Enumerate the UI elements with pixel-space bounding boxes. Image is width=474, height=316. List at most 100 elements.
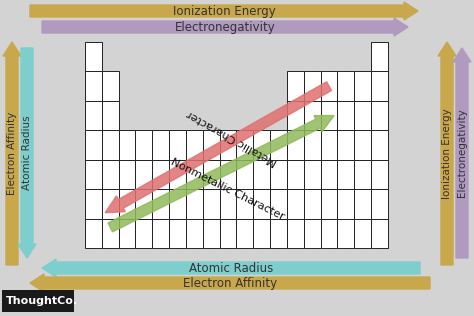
Bar <box>371 130 388 160</box>
Text: Electron Affinity: Electron Affinity <box>183 276 277 289</box>
Bar <box>152 130 169 160</box>
Bar <box>203 219 219 248</box>
Bar <box>304 219 321 248</box>
Text: Ionization Energy: Ionization Energy <box>173 4 275 17</box>
Bar <box>304 160 321 189</box>
FancyArrow shape <box>438 42 456 265</box>
Bar <box>169 189 186 219</box>
Bar <box>270 160 287 189</box>
Bar <box>270 130 287 160</box>
Bar <box>355 130 371 160</box>
FancyArrow shape <box>453 48 471 258</box>
Bar <box>355 219 371 248</box>
Bar <box>355 101 371 130</box>
Bar <box>337 130 355 160</box>
Bar <box>152 189 169 219</box>
FancyArrow shape <box>42 18 408 36</box>
FancyArrow shape <box>30 2 418 20</box>
FancyArrow shape <box>3 42 21 265</box>
Bar <box>118 189 136 219</box>
Bar <box>237 189 253 219</box>
Bar <box>270 219 287 248</box>
Bar <box>321 101 337 130</box>
Bar <box>152 219 169 248</box>
Bar <box>371 219 388 248</box>
Bar <box>85 130 102 160</box>
Bar <box>2 290 74 312</box>
FancyArrow shape <box>18 48 36 258</box>
Bar <box>85 189 102 219</box>
Bar <box>371 160 388 189</box>
Bar <box>203 130 219 160</box>
Bar <box>136 189 152 219</box>
Bar <box>186 219 203 248</box>
Bar <box>136 219 152 248</box>
Bar <box>102 160 118 189</box>
Bar <box>237 130 253 160</box>
Bar <box>304 101 321 130</box>
Bar <box>287 189 304 219</box>
Bar <box>186 189 203 219</box>
Bar <box>118 160 136 189</box>
Bar <box>337 71 355 101</box>
Text: Metallic Character: Metallic Character <box>185 108 279 167</box>
Bar <box>287 219 304 248</box>
Bar <box>102 130 118 160</box>
Bar <box>321 160 337 189</box>
Text: Electronegativity: Electronegativity <box>457 109 467 198</box>
Text: ThoughtCo.: ThoughtCo. <box>6 296 78 306</box>
Bar <box>102 219 118 248</box>
Bar <box>321 130 337 160</box>
Bar <box>337 219 355 248</box>
Bar <box>371 42 388 71</box>
Bar <box>287 71 304 101</box>
Bar <box>219 130 237 160</box>
Bar <box>304 189 321 219</box>
Bar <box>203 189 219 219</box>
Bar <box>186 130 203 160</box>
Bar <box>371 71 388 101</box>
Bar <box>169 160 186 189</box>
Bar <box>85 42 102 71</box>
Bar <box>304 71 321 101</box>
Bar <box>118 130 136 160</box>
Bar <box>270 189 287 219</box>
Bar <box>152 160 169 189</box>
Bar <box>337 189 355 219</box>
Bar <box>304 130 321 160</box>
Bar <box>102 71 118 101</box>
Bar <box>85 71 102 101</box>
Bar <box>85 160 102 189</box>
Bar <box>355 71 371 101</box>
FancyArrow shape <box>42 259 420 277</box>
Bar <box>355 160 371 189</box>
Bar <box>371 101 388 130</box>
Bar <box>203 160 219 189</box>
Text: Electron Affinity: Electron Affinity <box>7 112 17 195</box>
Bar <box>371 189 388 219</box>
Bar <box>337 101 355 130</box>
Bar <box>118 219 136 248</box>
Bar <box>253 189 270 219</box>
Bar <box>337 160 355 189</box>
Bar <box>253 160 270 189</box>
Bar <box>355 189 371 219</box>
Bar <box>287 160 304 189</box>
Text: Atomic Radius: Atomic Radius <box>189 262 273 275</box>
Bar <box>219 189 237 219</box>
Bar <box>102 101 118 130</box>
Bar <box>136 160 152 189</box>
Text: Ionization Energy: Ionization Energy <box>442 108 452 199</box>
Bar <box>253 219 270 248</box>
Bar <box>253 130 270 160</box>
Bar <box>219 219 237 248</box>
Bar <box>219 160 237 189</box>
Bar <box>169 219 186 248</box>
Bar <box>287 101 304 130</box>
Bar <box>321 71 337 101</box>
Text: Nonmetallic Character: Nonmetallic Character <box>169 157 285 222</box>
Bar <box>237 160 253 189</box>
FancyArrow shape <box>108 116 334 232</box>
Text: Electronegativity: Electronegativity <box>174 21 275 33</box>
Bar <box>321 189 337 219</box>
